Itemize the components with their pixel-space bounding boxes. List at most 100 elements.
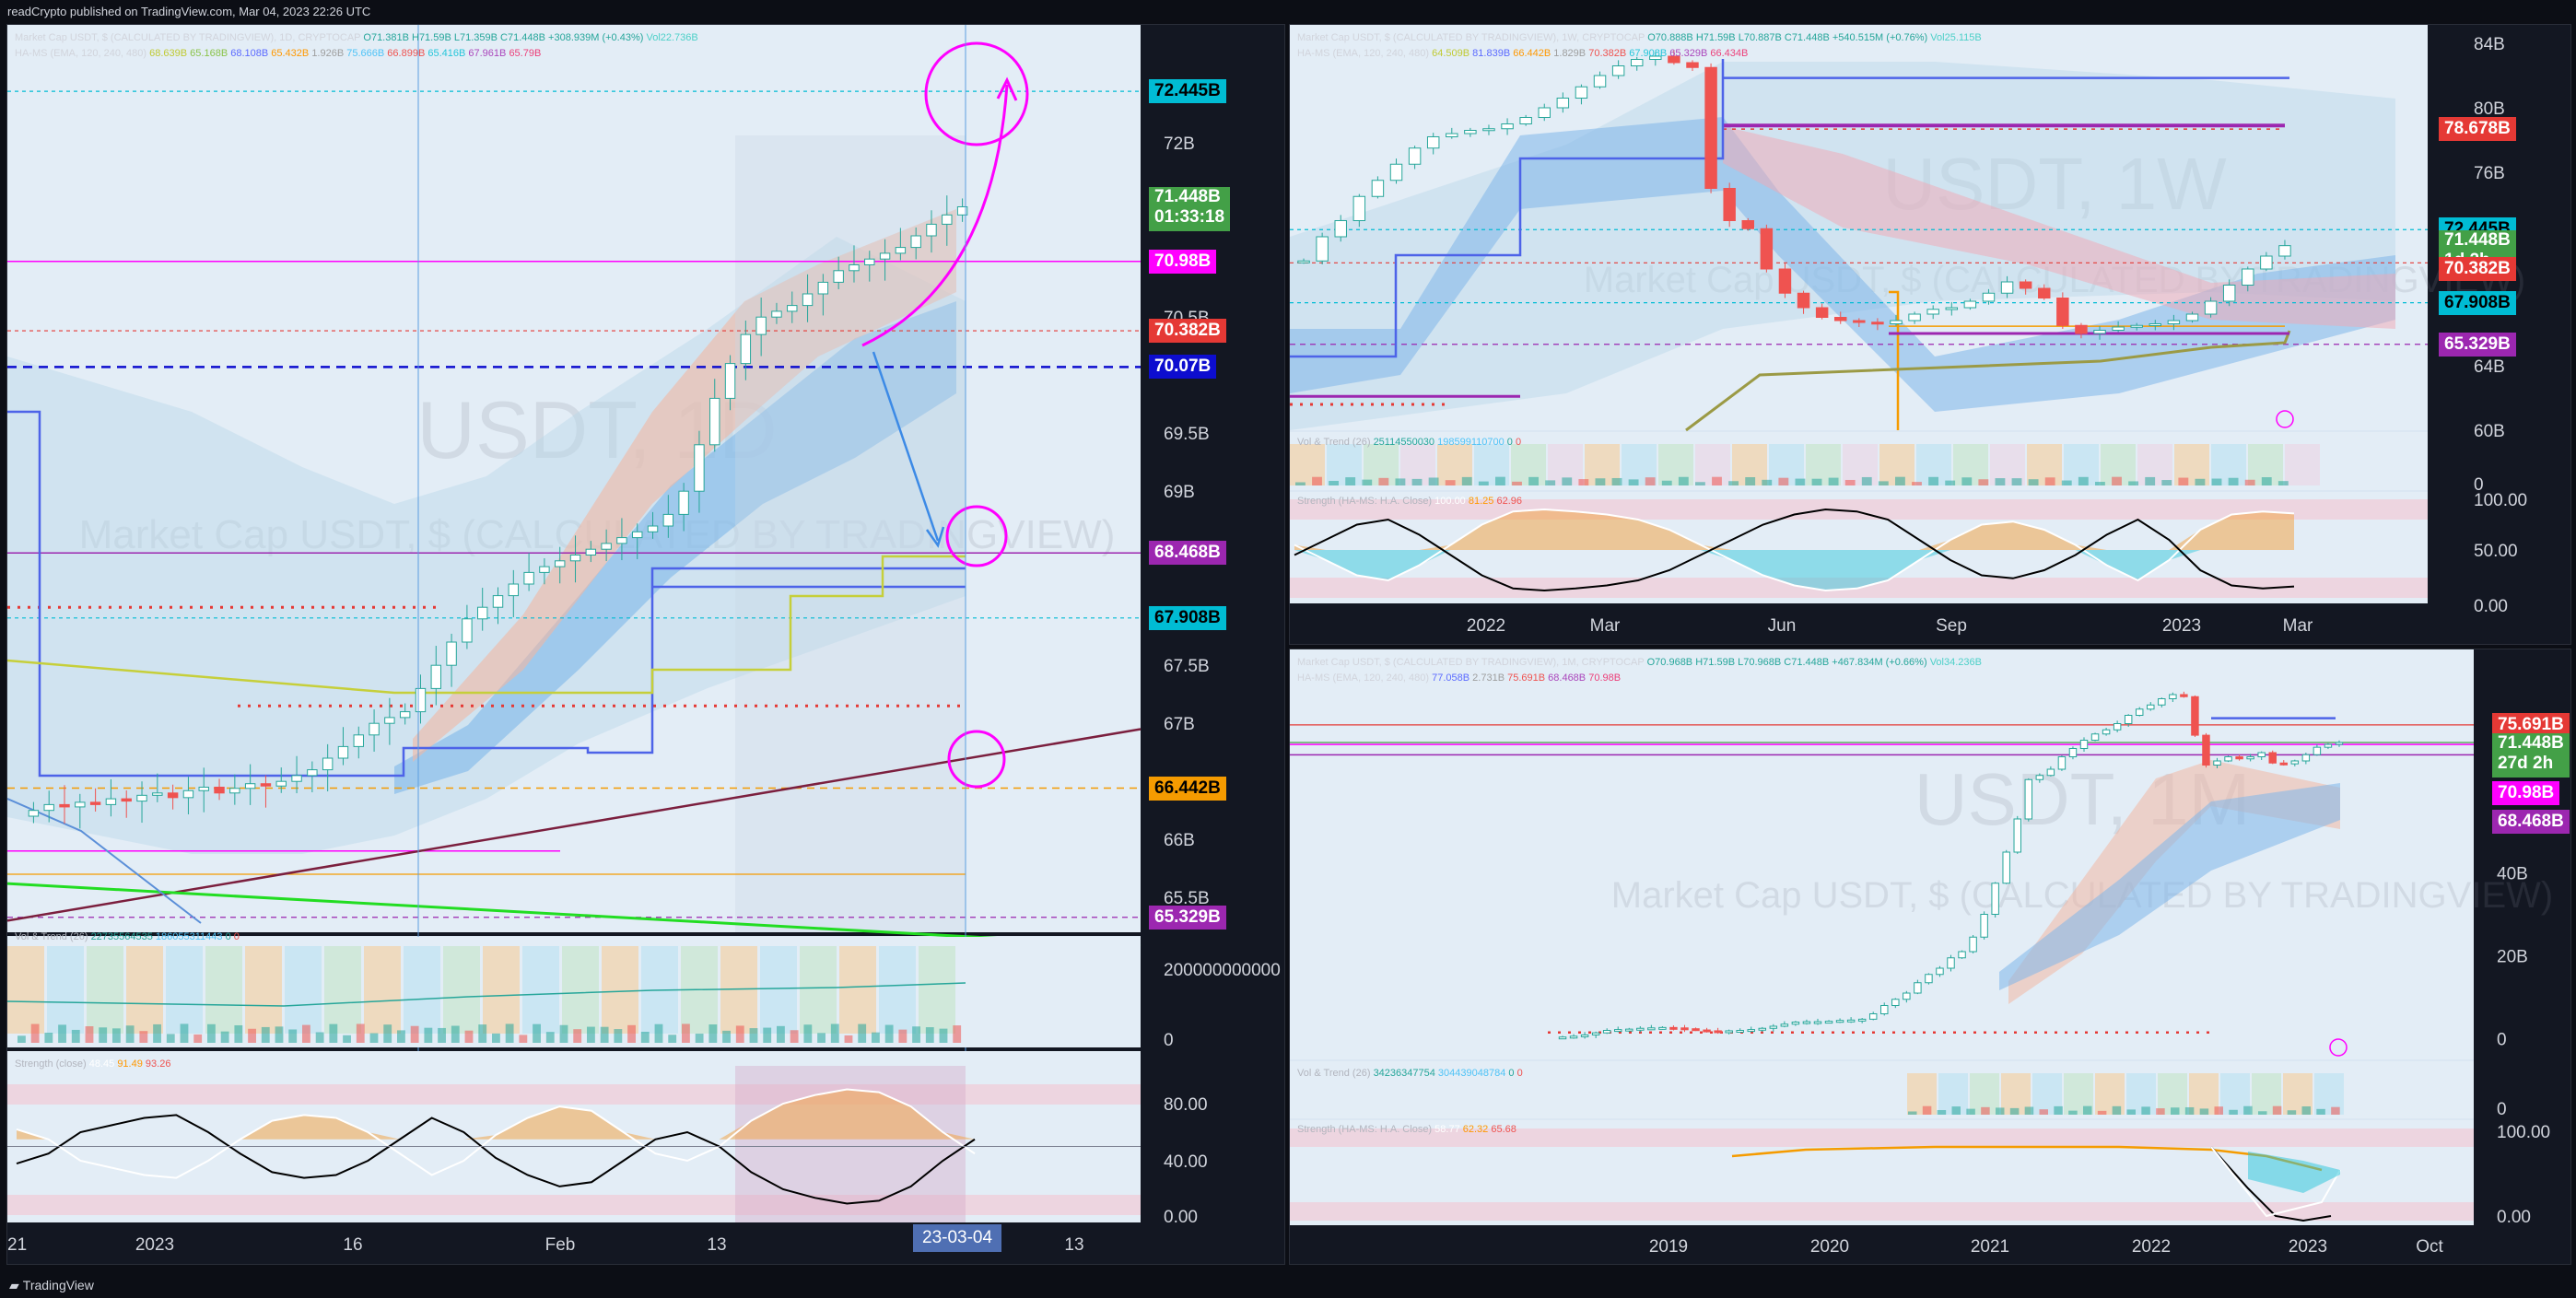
daily-candle bbox=[430, 664, 441, 689]
weekly-price-tick: 64B bbox=[2474, 357, 2505, 377]
daily-volume-zone bbox=[562, 946, 599, 1034]
daily-strength-v1: 48.45 bbox=[88, 1058, 115, 1070]
monthly-open: O70.968B bbox=[1646, 657, 1693, 668]
weekly-candle bbox=[2185, 313, 2199, 322]
weekly-volume-bar bbox=[1562, 477, 1573, 485]
daily-strength-name: Strength (close) bbox=[15, 1058, 87, 1070]
monthly-main-legend: Market Cap USDT, $ (CALCULATED BY TRADIN… bbox=[1297, 655, 1982, 686]
monthly-hams-v1: 77.058B bbox=[1432, 672, 1470, 684]
daily-price-tag: 71.448B 01:33:18 bbox=[1149, 186, 1231, 231]
weekly-candle bbox=[1649, 55, 1662, 60]
monthly-price-tag-value: 68.468B bbox=[2498, 812, 2564, 832]
monthly-candle bbox=[1824, 1021, 1833, 1024]
daily-price-tag: 65.329B bbox=[1149, 905, 1226, 930]
daily-volume-legend: Vol & Trend (26) 22735564535 18605531144… bbox=[15, 931, 240, 942]
monthly-hams-v5: 70.98B bbox=[1588, 672, 1622, 684]
weekly-volume-bar bbox=[2112, 476, 2122, 485]
weekly-vol-v1: 25114550030 bbox=[1373, 437, 1435, 448]
daily-volume-bar bbox=[329, 1023, 338, 1043]
monthly-volume-bar bbox=[2171, 1107, 2180, 1115]
daily-candle bbox=[817, 281, 829, 295]
weekly-volume-zone bbox=[1511, 444, 1546, 485]
monthly-candle bbox=[1569, 1035, 1578, 1039]
daily-volume-zone bbox=[285, 946, 322, 1034]
monthly-candle bbox=[1868, 1013, 1878, 1020]
daily-candle bbox=[694, 444, 705, 492]
daily-volume-zone bbox=[126, 946, 163, 1034]
daily-volume-bar bbox=[858, 1023, 867, 1043]
daily-volume-bar bbox=[248, 1028, 256, 1043]
weekly-volume-bar bbox=[1728, 481, 1739, 485]
monthly-candle bbox=[1991, 883, 1999, 915]
monthly-candle bbox=[1769, 1025, 1778, 1029]
daily-candle bbox=[43, 803, 54, 812]
weekly-time-tick: 2022 bbox=[1467, 616, 1505, 636]
monthly-candle bbox=[1835, 1020, 1844, 1023]
weekly-volume-bar bbox=[2095, 482, 2105, 485]
weekly-price-tick: 60B bbox=[2474, 422, 2505, 441]
daily-volume-bar bbox=[519, 1035, 528, 1043]
monthly-candle bbox=[2035, 775, 2044, 780]
weekly-candle bbox=[1446, 133, 1458, 137]
weekly-candle bbox=[2000, 281, 2014, 294]
daily-pane-divider-1 bbox=[7, 932, 1141, 936]
daily-down-arrow bbox=[872, 351, 940, 542]
monthly-volume-bar bbox=[1981, 1106, 1990, 1115]
monthly-volume: Vol34.236B bbox=[1929, 657, 1982, 668]
weekly-volume-bar bbox=[1395, 478, 1406, 485]
monthly-time-tick: 2020 bbox=[1810, 1237, 1849, 1257]
daily-volume-bar bbox=[166, 1034, 175, 1043]
weekly-candle bbox=[1945, 307, 1959, 310]
daily-volume-bar bbox=[234, 1024, 243, 1043]
monthly-strength-line-black bbox=[2210, 1146, 2332, 1222]
monthly-volume-bar bbox=[2039, 1109, 2048, 1115]
monthly-vol-name: Vol & Trend (26) bbox=[1297, 1068, 1371, 1079]
daily-candle bbox=[755, 316, 767, 335]
weekly-volume-bar bbox=[1795, 478, 1806, 485]
weekly-orange-step bbox=[1889, 290, 1900, 430]
weekly-candle bbox=[1464, 130, 1477, 134]
daily-candle bbox=[369, 722, 380, 736]
daily-candle bbox=[275, 780, 287, 787]
weekly-chart-panel[interactable]: USDT, 1W Market Cap USDT, $ (CALCULATED B… bbox=[1289, 24, 2571, 645]
published-header: readCrypto published on TradingView.com,… bbox=[7, 5, 371, 18]
monthly-hams-name: HA-MS (EMA, 120, 240, 480) bbox=[1297, 672, 1430, 684]
weekly-volume-bar bbox=[1961, 477, 1973, 485]
daily-change: +308.939M (+0.43%) bbox=[548, 32, 644, 43]
daily-volume-bar bbox=[288, 1029, 298, 1043]
daily-volume-bar bbox=[397, 1030, 405, 1043]
monthly-volume-bar bbox=[2243, 1105, 2253, 1115]
monthly-candle bbox=[1747, 1029, 1755, 1033]
weekly-strength-fill-cyan bbox=[1294, 550, 2294, 591]
daily-volume-bar bbox=[640, 1032, 650, 1043]
monthly-volume-bar bbox=[2156, 1108, 2165, 1115]
daily-volume-bar bbox=[478, 1024, 487, 1043]
weekly-volume-bar bbox=[1878, 481, 1889, 485]
tradingview-logo-icon: ▰ bbox=[9, 1278, 19, 1292]
daily-price-tag: 70.98B bbox=[1149, 249, 1217, 274]
daily-strength-line-white bbox=[16, 1088, 976, 1179]
daily-price-tag-value: 70.382B bbox=[1154, 321, 1221, 341]
daily-candle bbox=[849, 264, 860, 272]
daily-candle bbox=[291, 775, 302, 782]
monthly-flash-icon bbox=[2329, 1038, 2348, 1057]
daily-candle bbox=[569, 555, 581, 562]
weekly-candle bbox=[1797, 292, 1810, 309]
monthly-candle bbox=[2268, 752, 2277, 764]
weekly-candle bbox=[1538, 107, 1551, 118]
monthly-volume-bar bbox=[1937, 1110, 1947, 1115]
monthly-candle bbox=[1980, 914, 1988, 938]
weekly-main-legend: Market Cap USDT, $ (CALCULATED BY TRADIN… bbox=[1297, 30, 1982, 62]
weekly-vol-v3: 0 bbox=[1506, 437, 1513, 448]
weekly-strength-name: Strength (HA-MS: H.A. Close) bbox=[1297, 496, 1433, 507]
weekly-volume-bar bbox=[1745, 476, 1756, 485]
weekly-strength-legend: Strength (HA-MS: H.A. Close) 100.00 81.2… bbox=[1297, 496, 1522, 507]
daily-candle bbox=[555, 560, 566, 567]
monthly-candle bbox=[2224, 756, 2232, 762]
daily-volume-zone bbox=[7, 946, 44, 1034]
